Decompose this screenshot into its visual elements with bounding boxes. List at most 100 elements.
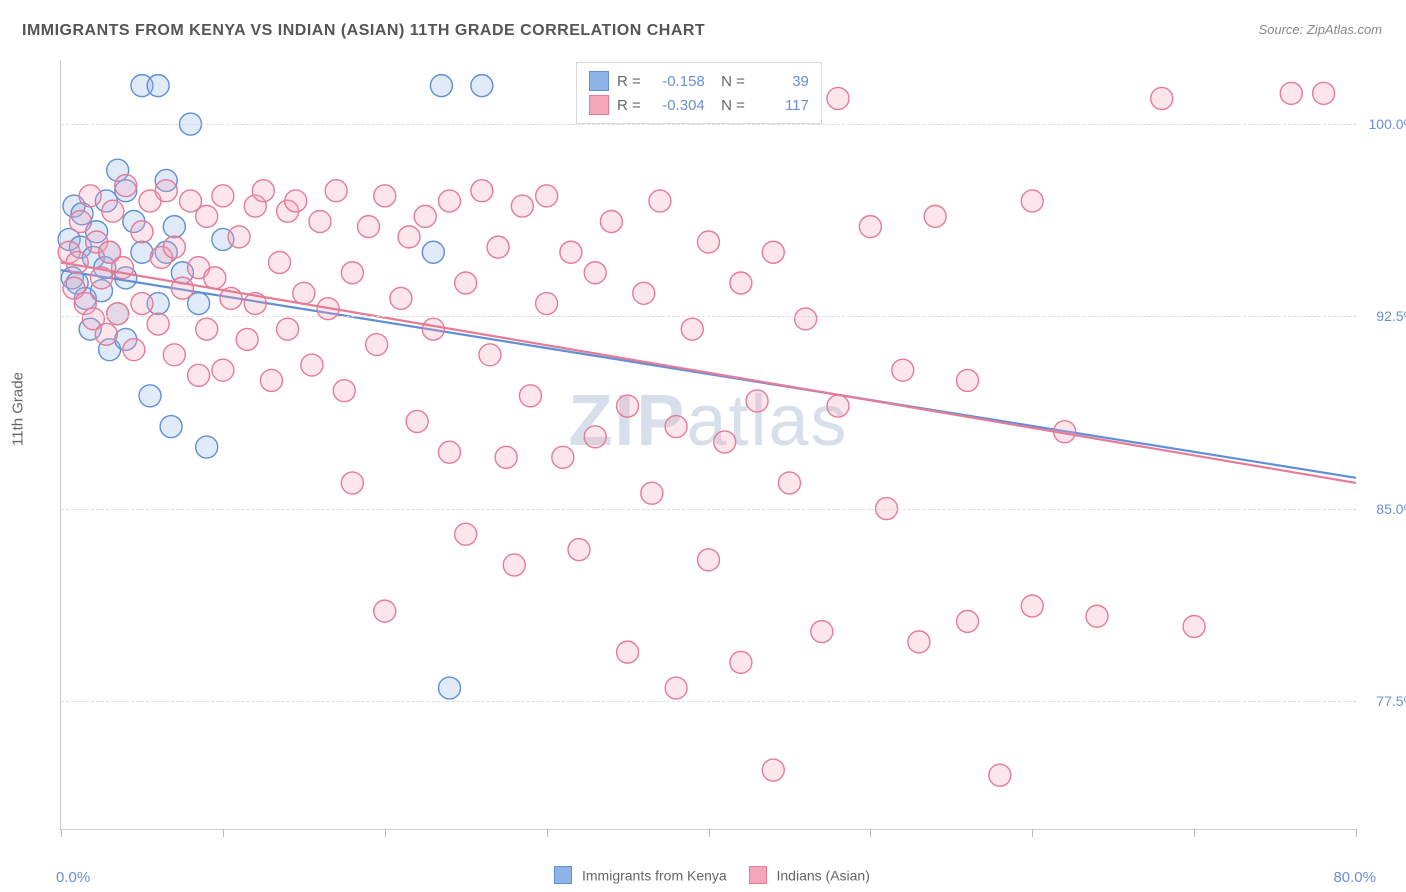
data-point (301, 354, 323, 376)
data-point (503, 554, 525, 576)
data-point (892, 359, 914, 381)
data-point (341, 472, 363, 494)
data-point (171, 277, 193, 299)
data-point (617, 395, 639, 417)
data-point (430, 75, 452, 97)
data-point (390, 287, 412, 309)
data-point (341, 262, 363, 284)
data-point (204, 267, 226, 289)
data-point (212, 359, 234, 381)
stats-r-label-1: R = (617, 97, 641, 114)
stats-r-label-0: R = (617, 73, 641, 90)
stats-r-value-0: -0.158 (649, 73, 705, 90)
data-point (69, 210, 91, 232)
data-point (358, 216, 380, 238)
data-point (155, 180, 177, 202)
stats-row-series-0: R = -0.158 N = 39 (589, 69, 809, 93)
data-point (309, 210, 331, 232)
data-point (107, 303, 129, 325)
data-point (511, 195, 533, 217)
plot-area: ZIPatlas 77.5%85.0%92.5%100.0% (60, 60, 1356, 830)
stats-swatch-1 (589, 95, 609, 115)
data-point (924, 205, 946, 227)
data-point (374, 600, 396, 622)
stats-r-value-1: -0.304 (649, 97, 705, 114)
data-point (252, 180, 274, 202)
y-tick-label: 92.5% (1376, 308, 1406, 324)
data-point (536, 185, 558, 207)
data-point (665, 416, 687, 438)
data-point (196, 318, 218, 340)
data-point (196, 205, 218, 227)
data-point (633, 282, 655, 304)
data-point (293, 282, 315, 304)
data-point (827, 87, 849, 109)
data-point (439, 190, 461, 212)
legend-label-1: Indians (Asian) (777, 867, 870, 883)
data-point (698, 549, 720, 571)
data-point (163, 216, 185, 238)
data-point (730, 272, 752, 294)
data-point (325, 180, 347, 202)
data-point (1021, 595, 1043, 617)
data-point (147, 75, 169, 97)
data-point (989, 764, 1011, 786)
data-point (102, 200, 124, 222)
data-point (560, 241, 582, 263)
data-point (163, 344, 185, 366)
data-point (681, 318, 703, 340)
data-point (698, 231, 720, 253)
data-point (649, 190, 671, 212)
trend-line (61, 263, 1356, 483)
data-point (269, 252, 291, 274)
data-point (66, 252, 88, 274)
stats-n-label-0: N = (713, 73, 745, 90)
data-point (79, 185, 101, 207)
legend-bottom: Immigrants from Kenya Indians (Asian) (0, 866, 1406, 884)
data-point (439, 441, 461, 463)
data-point (95, 323, 117, 345)
data-point (260, 369, 282, 391)
data-point (1086, 605, 1108, 627)
data-point (479, 344, 501, 366)
data-point (1280, 82, 1302, 104)
stats-swatch-0 (589, 71, 609, 91)
data-point (1313, 82, 1335, 104)
data-point (811, 621, 833, 643)
data-point (398, 226, 420, 248)
data-point (552, 446, 574, 468)
data-point (212, 185, 234, 207)
data-point (422, 318, 444, 340)
y-tick-label: 100.0% (1369, 116, 1406, 132)
stats-n-value-0: 39 (753, 73, 809, 90)
data-point (584, 426, 606, 448)
stats-n-value-1: 117 (753, 97, 809, 114)
data-point (762, 759, 784, 781)
data-point (414, 205, 436, 227)
data-point (1151, 87, 1173, 109)
data-point (188, 364, 210, 386)
legend-swatch-0 (554, 866, 572, 884)
stats-legend-box: R = -0.158 N = 39 R = -0.304 N = 117 (576, 62, 822, 124)
data-point (827, 395, 849, 417)
data-point (123, 339, 145, 361)
data-point (131, 221, 153, 243)
data-point (908, 631, 930, 653)
y-tick-label: 85.0% (1376, 501, 1406, 517)
data-point (495, 446, 517, 468)
data-point (714, 431, 736, 453)
data-point (568, 539, 590, 561)
legend-label-0: Immigrants from Kenya (582, 867, 727, 883)
data-point (730, 651, 752, 673)
data-point (374, 185, 396, 207)
data-point (131, 241, 153, 263)
data-point (471, 75, 493, 97)
data-point (795, 308, 817, 330)
data-point (422, 241, 444, 263)
data-point (455, 272, 477, 294)
data-point (160, 416, 182, 438)
data-point (196, 436, 218, 458)
data-point (455, 523, 477, 545)
stats-row-series-1: R = -0.304 N = 117 (589, 93, 809, 117)
stats-n-label-1: N = (713, 97, 745, 114)
